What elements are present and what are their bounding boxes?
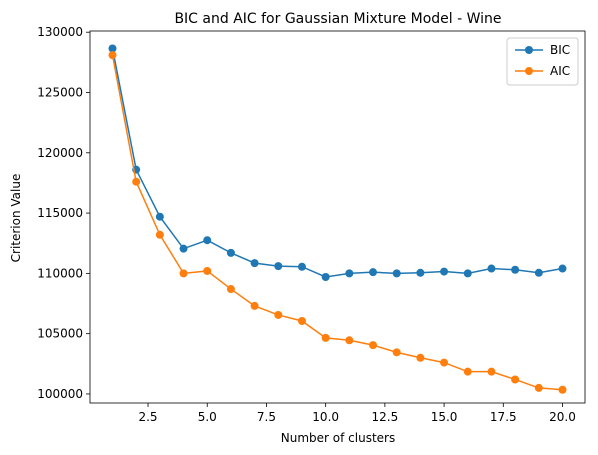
- bic-data-point: [179, 244, 188, 253]
- y-axis-title: Criterion Value: [9, 174, 23, 263]
- bic-data-point: [108, 44, 117, 53]
- x-tick-label: 12.5: [372, 410, 399, 424]
- y-tick-label: 125000: [37, 85, 83, 99]
- bic-data-point: [155, 212, 164, 221]
- y-tick-label: 120000: [37, 146, 83, 160]
- series-layer: [108, 44, 567, 394]
- x-tick-label: 7.5: [257, 410, 276, 424]
- x-tick-label: 5.0: [198, 410, 217, 424]
- bic-data-point: [440, 267, 449, 276]
- bic-data-point: [345, 269, 354, 278]
- bic-data-point: [369, 268, 378, 277]
- y-tick-label: 105000: [37, 327, 83, 341]
- x-axis: 2.5 5.0 7.5 10.0 12.5 15.0 17.5 20.0: [138, 403, 576, 424]
- aic-data-point: [226, 285, 235, 294]
- aic-data-point: [511, 375, 520, 384]
- aic-data-point: [321, 333, 330, 342]
- bic-data-point: [558, 264, 567, 273]
- aic-data-point: [250, 301, 259, 310]
- bic-data-point: [226, 248, 235, 257]
- y-tick-label: 130000: [37, 25, 83, 39]
- aic-data-point: [440, 358, 449, 367]
- aic-data-point: [274, 310, 283, 319]
- x-axis-title: Number of clusters: [281, 431, 395, 445]
- legend-label-bic: BIC: [550, 43, 570, 57]
- aic-series-line: [111, 54, 563, 391]
- aic-data-point: [345, 336, 354, 345]
- x-tick-label: 20.0: [549, 410, 576, 424]
- bic-data-point: [203, 236, 212, 245]
- bic-data-point: [416, 268, 425, 277]
- chart-title: BIC and AIC for Gaussian Mixture Model -…: [174, 11, 501, 27]
- y-axis: 100000 105000 110000 115000 120000 125000 1300…: [37, 25, 90, 401]
- y-tick-label: 100000: [37, 387, 83, 401]
- y-tick-label: 110000: [37, 266, 83, 280]
- bic-data-point: [274, 262, 283, 271]
- x-tick-label: 10.0: [312, 410, 339, 424]
- bic-series-line: [111, 48, 563, 278]
- aic-data-point: [558, 385, 567, 394]
- aic-data-point: [487, 367, 496, 376]
- aic-data-point: [534, 383, 543, 392]
- legend-label-aic: AIC: [550, 64, 570, 78]
- bic-data-point: [321, 272, 330, 281]
- x-tick-label: 2.5: [138, 410, 157, 424]
- legend-marker-bic: [525, 46, 533, 54]
- aic-data-point: [179, 269, 188, 278]
- plot-area: [89, 30, 586, 404]
- y-tick-label: 115000: [37, 206, 83, 220]
- plot-frame: [89, 30, 586, 404]
- bic-data-point: [250, 259, 259, 268]
- aic-data-point: [297, 317, 306, 326]
- aic-data-point: [132, 177, 141, 186]
- aic-data-point: [369, 341, 378, 350]
- bic-data-point: [463, 269, 472, 278]
- bic-data-point: [511, 265, 520, 274]
- bic-data-point: [534, 268, 543, 277]
- x-tick-label: 17.5: [490, 410, 517, 424]
- legend: BIC AIC: [506, 37, 579, 86]
- aic-data-point: [416, 353, 425, 362]
- aic-data-point: [155, 230, 164, 239]
- bic-data-point: [392, 269, 401, 278]
- aic-data-point: [203, 266, 212, 275]
- bic-data-point: [487, 264, 496, 273]
- aic-data-point: [463, 367, 472, 376]
- aic-data-point: [392, 348, 401, 357]
- legend-marker-aic: [525, 67, 533, 75]
- aic-data-point: [108, 51, 117, 60]
- x-tick-label: 15.0: [431, 410, 458, 424]
- bic-data-point: [297, 262, 306, 271]
